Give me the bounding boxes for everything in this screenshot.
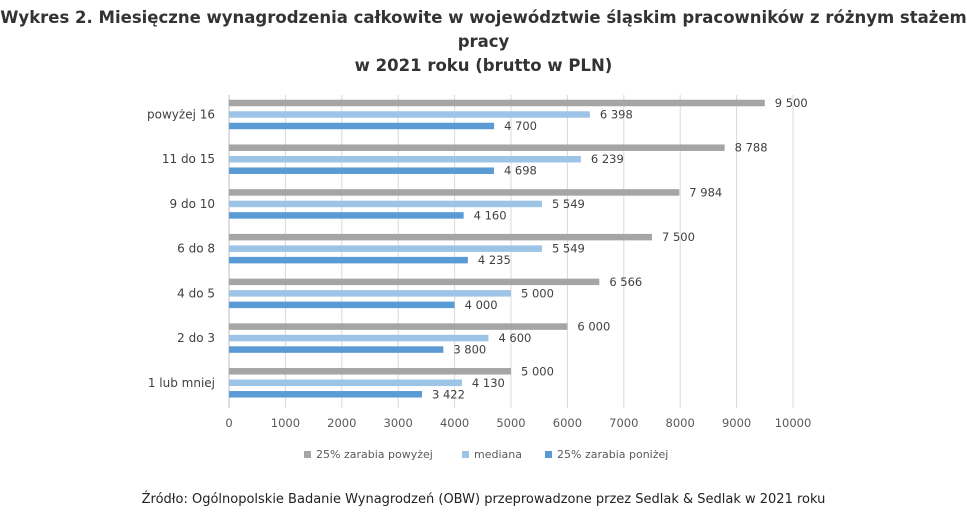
bar [229,334,489,342]
x-tick-label: 3000 [384,416,413,430]
source-note: Źródło: Ogólnopolskie Badanie Wynagrodze… [141,492,826,507]
bar [229,256,468,264]
bar [229,189,680,196]
x-tick-label: 10000 [775,416,812,430]
data-label: 4 130 [472,376,505,390]
data-label: 9 500 [775,96,808,110]
category-label: 2 do 3 [177,331,215,345]
legend-label: 25% zarabia poniżej [557,448,668,461]
chart-title-line2: w 2021 roku (brutto w PLN) [354,56,613,75]
x-tick-label: 1000 [271,416,300,430]
x-tick-label: 0 [225,416,232,430]
category-label: 11 do 15 [162,152,215,166]
legend-label: mediana [474,448,522,461]
bar [229,122,495,130]
data-label: 5 000 [521,364,554,378]
data-label: 8 788 [735,141,768,155]
bar [229,346,444,353]
category-label: powyżej 16 [147,108,215,122]
data-label: 4 160 [474,208,507,222]
x-tick-label: 7000 [609,416,638,430]
bar [229,278,600,286]
data-label: 3 800 [453,343,486,357]
data-label: 4 698 [504,164,537,178]
data-label: 4 700 [504,119,537,133]
bar [229,200,542,208]
x-tick-label: 9000 [722,416,751,430]
bar [229,144,725,151]
chart-title-line1: Wykres 2. Miesięczne wynagrodzenia całko… [0,8,967,51]
x-tick-label: 2000 [327,416,356,430]
bar [229,301,455,309]
legend-label: 25% zarabia powyżej [316,448,433,461]
data-label: 4 600 [498,331,531,345]
bar [229,233,652,241]
bar [229,212,464,219]
data-label: 5 549 [552,242,585,256]
data-label: 3 422 [432,387,465,401]
data-label: 6 239 [591,152,624,166]
data-label: 6 398 [600,108,633,122]
category-label: 1 lub mniej [148,376,215,390]
bar [229,290,511,297]
data-label: 4 000 [465,298,498,312]
data-label: 7 500 [662,230,695,244]
data-label: 4 235 [478,253,511,267]
data-label: 7 984 [689,185,722,199]
bar [229,391,423,398]
category-label: 6 do 8 [177,242,215,256]
bar [229,323,568,330]
x-tick-label: 6000 [553,416,582,430]
data-label: 5 000 [521,286,554,300]
legend-swatch [304,451,311,458]
bar [229,155,581,163]
x-tick-label: 8000 [666,416,695,430]
category-label: 4 do 5 [177,286,215,300]
data-label: 6 566 [609,275,642,289]
chart-title: Wykres 2. Miesięczne wynagrodzenia całko… [0,6,967,78]
legend-swatch [462,451,469,458]
category-label: 9 do 10 [170,197,216,211]
bar [229,379,462,387]
bar [229,111,590,118]
data-label: 6 000 [577,320,610,334]
legend-swatch [545,451,552,458]
bar [229,245,542,252]
x-tick-label: 4000 [440,416,469,430]
data-label: 5 549 [552,197,585,211]
bar [229,368,511,375]
bar [229,99,765,107]
bar [229,167,494,174]
x-tick-label: 5000 [496,416,525,430]
